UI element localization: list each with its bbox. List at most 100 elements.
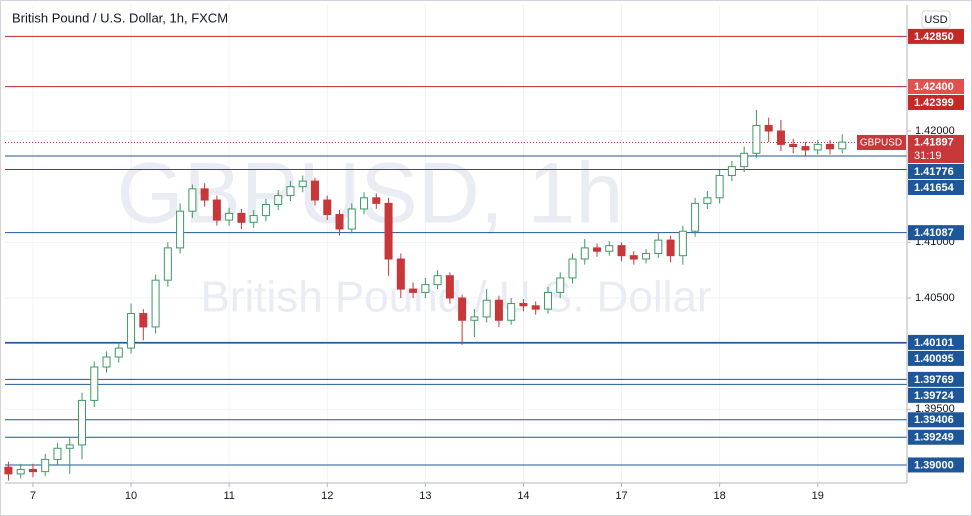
x-tick-label: 17 [615,490,627,502]
level-label: 1.39769 [914,374,954,386]
candle-body [629,255,638,260]
candle-body [90,366,99,401]
level-label-box [908,412,964,428]
candle-body [433,275,442,286]
level-label-box [908,334,964,350]
level-label: 1.42400 [914,81,954,93]
candle-body [212,199,221,221]
candle-body [691,202,700,232]
candle-body [200,188,209,201]
candle-body [666,239,675,257]
candle-body [531,305,540,310]
candle-body [151,279,160,328]
candle-body [789,143,798,148]
candle-body [727,166,736,177]
level-label: 1.39249 [914,432,954,444]
symbol-label: GBPUSD [860,138,902,149]
candle-body [78,399,87,446]
candle-body [261,203,270,217]
candle-body [703,197,712,204]
symbol-label-box [857,134,906,150]
level-label-box [908,371,964,387]
currency-box[interactable] [921,10,951,29]
candle-body [114,347,123,358]
candle-body [740,152,749,168]
x-tick-label: 14 [517,490,529,502]
candle-body [396,258,405,290]
y-tick-label: 1.40500 [915,292,955,304]
currency[interactable]: USD [924,14,947,26]
candle-body [372,197,381,204]
candle-body [41,458,50,473]
candle-body [445,275,454,299]
level-label-box [908,163,964,179]
level-label-box [908,387,964,403]
candle-body [4,466,13,475]
x-tick-label: 18 [714,490,726,502]
candle-body [507,303,516,321]
candle-body [237,212,246,223]
x-tick-label: 19 [812,490,824,502]
candle-body [225,212,234,221]
candle-body [102,356,111,368]
candle-body [752,124,761,154]
candle-body [543,291,552,310]
x-tick-label: 7 [30,490,36,502]
level-label: 1.42399 [914,97,954,109]
countdown: 31:19 [914,150,942,162]
chart-title: British Pound / U.S. Dollar, 1h, FXCM [12,10,228,25]
level-label-box [908,94,964,110]
candle-body [127,313,136,349]
candle-body [617,245,626,257]
candle-body [642,252,651,260]
candle-body [494,299,503,321]
candle-body [53,447,62,460]
candle-body [65,444,74,449]
last-price-label: 1.41897 [914,136,954,148]
candle-body [470,316,479,321]
x-tick-label: 11 [223,490,234,502]
candle-body [286,186,295,197]
candle-body [16,468,25,475]
candle-body [323,199,332,216]
candle-body [580,247,589,260]
y-tick-label: 1.39500 [915,403,955,415]
level-label: 1.42850 [914,31,954,43]
level-label-box [908,225,964,241]
candle-body [274,195,283,205]
candle-body [409,288,418,293]
level-label-box [908,78,964,94]
candle-body [593,247,602,252]
candle-body [764,124,773,132]
candle-body [176,210,185,249]
currency-button[interactable]: USD [921,10,951,29]
candle-body [654,239,663,254]
candle-body [776,130,785,145]
x-tick-label: 13 [419,490,431,502]
level-label: 1.39406 [914,414,954,426]
candle-body [678,230,687,257]
candle-body [163,247,172,281]
candle-body [568,258,577,279]
level-label-box [908,350,964,366]
candle-body [605,245,614,252]
last-price-box [908,134,964,163]
x-tick-label: 10 [125,490,137,502]
candle-body [801,146,810,151]
candle-body [384,202,393,260]
candle-body [519,303,528,307]
level-label: 1.40095 [914,353,954,365]
level-label: 1.41654 [914,182,955,194]
level-label: 1.39000 [914,459,954,471]
level-label-box [908,179,964,195]
candle-body [360,197,369,210]
level-label-box [908,28,964,44]
candle-body [458,297,467,321]
candle-body [813,143,822,151]
candle-body [28,468,37,473]
candle-body [838,141,847,150]
candle-body [482,299,491,318]
